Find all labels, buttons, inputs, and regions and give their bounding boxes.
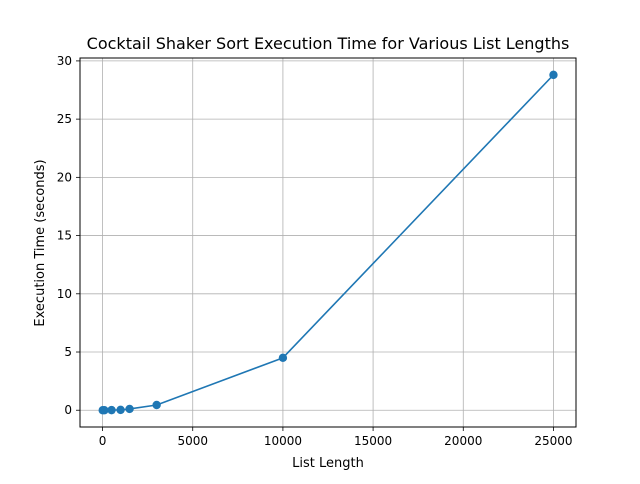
data-point xyxy=(116,405,125,415)
data-point xyxy=(100,406,109,415)
x-tick-label: 10000 xyxy=(264,434,302,448)
y-tick-label: 15 xyxy=(57,229,72,243)
x-tick-label: 5000 xyxy=(177,434,208,448)
y-tick-label: 10 xyxy=(57,287,72,301)
x-tick-label: 25000 xyxy=(534,434,572,448)
y-axis-label: Execution Time (seconds) xyxy=(33,159,48,326)
series-layer xyxy=(98,70,558,415)
data-point xyxy=(152,400,161,410)
x-tick-label: 0 xyxy=(99,434,107,448)
data-point xyxy=(549,70,558,80)
y-tick-label: 20 xyxy=(57,170,72,184)
grid-layer xyxy=(80,58,576,427)
y-tick-label: 25 xyxy=(57,112,72,126)
chart-title: Cocktail Shaker Sort Execution Time for … xyxy=(87,34,570,53)
data-point xyxy=(107,405,116,415)
y-tick-label: 30 xyxy=(57,54,72,68)
x-axis-label: List Length xyxy=(292,456,364,471)
y-tick-label: 5 xyxy=(64,345,72,359)
tick-layer: 0 5000 10000 15000 20000 25000 0 5 10 15 20 25 30 xyxy=(57,54,573,448)
x-tick-label: 15000 xyxy=(354,434,392,448)
plot-frame xyxy=(79,57,577,428)
data-point xyxy=(125,404,134,414)
x-tick-label: 20000 xyxy=(444,434,482,448)
y-tick-label: 0 xyxy=(64,403,72,417)
data-point xyxy=(278,353,288,363)
